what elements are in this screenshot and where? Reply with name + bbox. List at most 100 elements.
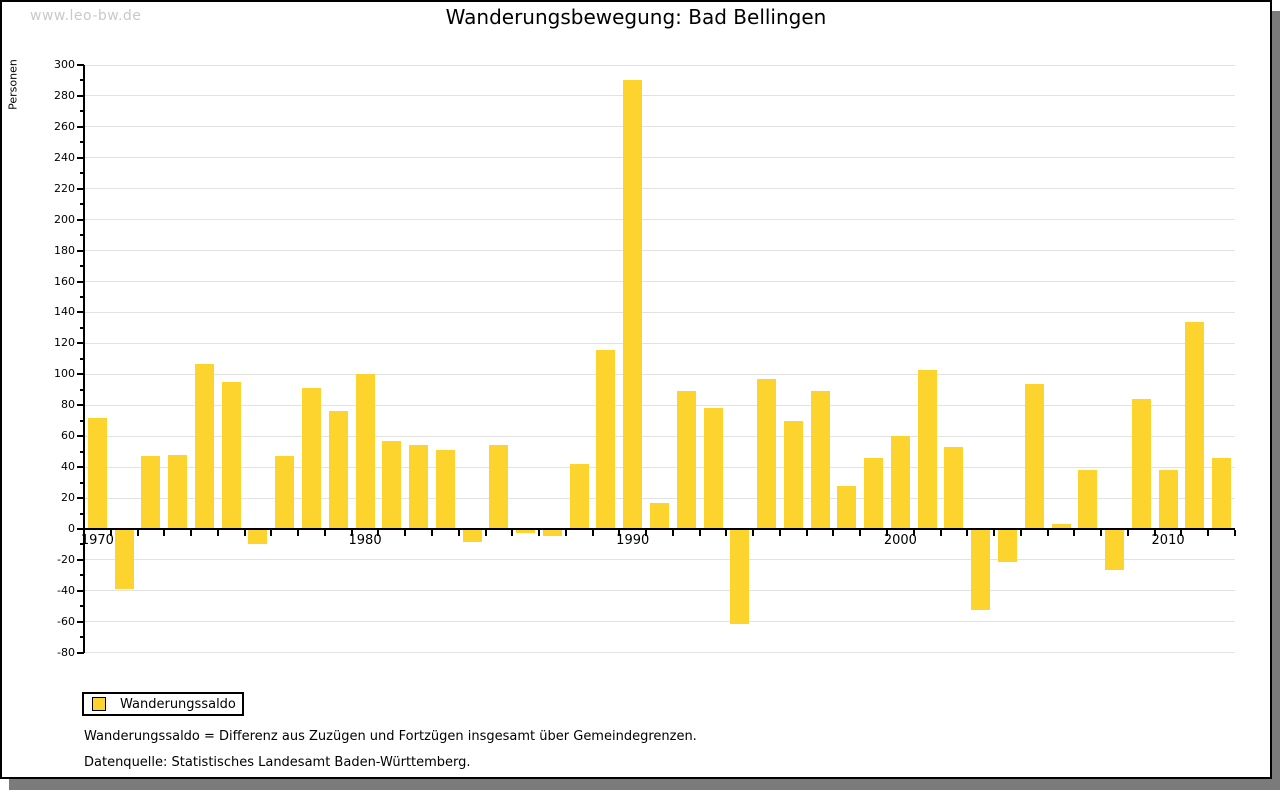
bar-1996 [783, 420, 803, 529]
y-tick [77, 651, 84, 654]
y-tick-label: -60 [57, 614, 75, 628]
bar-1994 [730, 530, 750, 625]
x-tick [511, 530, 514, 536]
y-tick [80, 450, 84, 453]
y-tick-label: 0 [68, 522, 75, 535]
x-tick-label: 1990 [616, 533, 650, 548]
x-tick [457, 530, 460, 536]
bar-1987 [542, 530, 562, 537]
y-tick-label: 220 [54, 181, 75, 195]
gridline [84, 435, 1235, 437]
bar-1984 [462, 530, 482, 543]
x-tick [645, 530, 648, 536]
x-tick [1019, 530, 1022, 536]
bar-1993 [703, 408, 723, 529]
bar-1988 [569, 464, 589, 529]
bar-1989 [596, 349, 616, 529]
x-tick-label: 2000 [883, 533, 917, 548]
gridline [84, 621, 1235, 623]
bar-1985 [489, 445, 509, 529]
x-tick [163, 530, 166, 536]
y-tick-label: 180 [54, 243, 75, 257]
bar-2011 [1185, 321, 1205, 529]
x-tick [538, 530, 541, 536]
y-tick [77, 558, 84, 561]
bar-2012 [1212, 457, 1232, 529]
x-tick-label: 1970 [80, 533, 114, 548]
bar-1999 [864, 457, 884, 529]
y-tick [80, 326, 84, 329]
bar-2001 [917, 369, 937, 529]
y-tick [77, 125, 84, 128]
y-tick [77, 373, 84, 376]
bar-2003 [971, 530, 991, 611]
y-tick [80, 388, 84, 391]
bar-1990 [623, 80, 643, 529]
x-tick [805, 530, 808, 536]
bar-1973 [168, 454, 188, 529]
y-tick [80, 141, 84, 144]
legend-swatch [92, 697, 106, 711]
x-tick [1046, 530, 1049, 536]
x-tick [484, 530, 487, 536]
y-tick [77, 218, 84, 221]
y-tick [77, 311, 84, 314]
bar-1971 [114, 530, 134, 589]
y-tick [77, 466, 84, 469]
x-tick [886, 530, 889, 536]
plot-area: -80 -60 -40 -20 0 20 40 60 80 100 120 140 160 180 200 2… [2, 2, 1270, 777]
gridline [84, 590, 1235, 592]
y-tick [80, 419, 84, 422]
y-tick [77, 497, 84, 500]
x-tick [270, 530, 273, 536]
y-tick-label: 260 [54, 119, 75, 133]
y-tick-label: 280 [54, 88, 75, 102]
bar-2009 [1131, 399, 1151, 529]
gridline [84, 652, 1235, 654]
y-tick [77, 528, 84, 530]
x-tick [698, 530, 701, 536]
x-tick [377, 530, 380, 536]
bar-1979 [328, 411, 348, 529]
x-tick [109, 530, 112, 536]
bar-1997 [810, 391, 830, 529]
x-tick [1234, 530, 1236, 536]
y-tick-label: 100 [54, 367, 75, 381]
bar-1972 [141, 456, 161, 529]
bar-1983 [435, 450, 455, 529]
bar-2004 [997, 530, 1017, 563]
y-axis [83, 65, 85, 653]
y-tick-label: 80 [61, 398, 75, 412]
x-tick [1100, 530, 1103, 536]
bar-1978 [302, 388, 322, 529]
y-tick [80, 172, 84, 175]
bar-1981 [382, 440, 402, 529]
bar-2007 [1078, 470, 1098, 529]
x-tick [939, 530, 942, 536]
gridline [84, 311, 1235, 313]
y-tick [77, 280, 84, 283]
y-tick-label: 120 [54, 336, 75, 350]
y-tick [80, 79, 84, 82]
y-tick [77, 94, 84, 97]
y-tick [80, 512, 84, 515]
x-tick [778, 530, 781, 536]
gridline [84, 64, 1235, 66]
x-tick [993, 530, 996, 536]
gridline [84, 250, 1235, 252]
x-tick [216, 530, 219, 536]
bar-1980 [355, 374, 375, 529]
gridline [84, 188, 1235, 190]
y-tick [77, 64, 84, 66]
y-tick-label: 240 [54, 150, 75, 164]
gridline [84, 559, 1235, 561]
y-tick [77, 404, 84, 407]
gridline [84, 95, 1235, 97]
footnote-source: Datenquelle: Statistisches Landesamt Bad… [84, 755, 471, 770]
x-tick [832, 530, 835, 536]
gridline [84, 342, 1235, 344]
y-tick-label: -80 [57, 645, 75, 659]
x-tick-label: 2010 [1151, 533, 1185, 548]
x-tick [671, 530, 674, 536]
bar-2006 [1051, 524, 1071, 529]
